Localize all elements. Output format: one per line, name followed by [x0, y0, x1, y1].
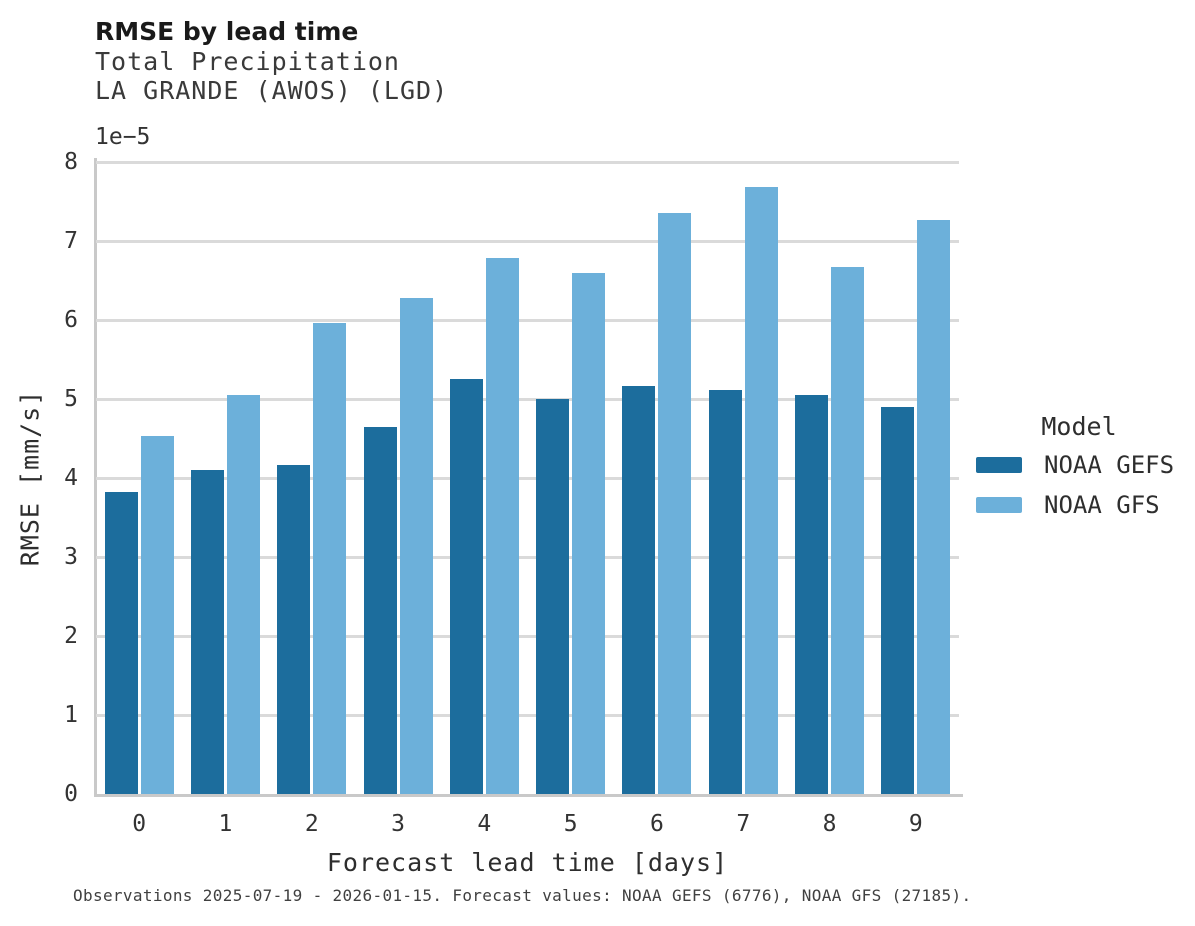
- gridline-y-4: [96, 476, 959, 480]
- bar-noaa-gefs-lead-3: [363, 427, 397, 794]
- x-tick-label-4: 4: [477, 811, 492, 837]
- bar-noaa-gefs-lead-7: [708, 389, 742, 794]
- legend-title: Model: [1041, 412, 1117, 441]
- legend: Model NOAA GEFS NOAA GFS: [976, 413, 1182, 532]
- gridline-y-5: [96, 397, 959, 401]
- chart-title: RMSE by lead time: [95, 17, 359, 46]
- legend-entry-noaa-gfs: NOAA GFS: [976, 492, 1182, 518]
- gridline-y-7: [96, 239, 959, 243]
- footer-caption: Observations 2025-07-19 - 2026-01-15. Fo…: [73, 886, 972, 905]
- bar-noaa-gefs-lead-6: [622, 385, 656, 794]
- x-tick-label-5: 5: [563, 811, 578, 837]
- gridline-y-6: [96, 318, 959, 322]
- y-tick-label-1: 1: [64, 702, 78, 728]
- bar-noaa-gfs-lead-8: [831, 267, 865, 794]
- legend-entry-noaa-gefs: NOAA GEFS: [976, 452, 1182, 478]
- bar-noaa-gefs-lead-2: [277, 465, 311, 794]
- gridline-y-2: [96, 634, 959, 638]
- bar-noaa-gfs-lead-2: [313, 323, 347, 794]
- gridline-y-3: [96, 555, 959, 559]
- bar-noaa-gfs-lead-9: [917, 220, 951, 794]
- x-tick-label-3: 3: [391, 811, 405, 837]
- x-tick-label-6: 6: [650, 811, 664, 837]
- y-axis-spine: [94, 158, 97, 797]
- y-tick-label-7: 7: [64, 228, 78, 254]
- y-tick-label-6: 6: [64, 307, 78, 333]
- bar-noaa-gfs-lead-6: [658, 213, 692, 794]
- x-tick-label-9: 9: [908, 811, 923, 837]
- gridline-y-8: [96, 160, 959, 164]
- chart-subtitle-variable: Total Precipitation: [95, 47, 400, 76]
- bar-noaa-gfs-lead-3: [399, 297, 433, 794]
- y-axis-offset-text: 1e−5: [95, 124, 151, 150]
- chart-subtitle-station: LA GRANDE (AWOS) (LGD): [95, 76, 449, 105]
- legend-label: NOAA GFS: [1044, 491, 1160, 519]
- x-tick-label-8: 8: [822, 811, 837, 837]
- y-axis-label: RMSE [mm/s]: [15, 389, 45, 567]
- y-tick-label-8: 8: [64, 149, 78, 175]
- x-tick-label-1: 1: [218, 811, 233, 837]
- bar-noaa-gefs-lead-8: [795, 395, 829, 794]
- x-tick-label-0: 0: [132, 811, 147, 837]
- bar-noaa-gefs-lead-4: [449, 379, 483, 794]
- bar-noaa-gefs-lead-1: [190, 470, 224, 794]
- legend-swatch-icon: [976, 497, 1022, 513]
- bar-noaa-gfs-lead-1: [226, 395, 260, 794]
- x-axis-label: Forecast lead time [days]: [326, 848, 729, 877]
- x-axis-spine: [94, 794, 963, 797]
- y-tick-label-3: 3: [64, 544, 78, 570]
- gridline-y-1: [96, 713, 959, 717]
- legend-entries: NOAA GEFS NOAA GFS: [976, 452, 1182, 518]
- chart-header: RMSE by lead time Total Precipitation LA…: [95, 16, 448, 105]
- bar-noaa-gfs-lead-4: [485, 258, 519, 794]
- y-tick-label-5: 5: [64, 386, 78, 412]
- bar-noaa-gfs-lead-0: [140, 436, 174, 794]
- legend-swatch-icon: [976, 457, 1022, 473]
- bar-noaa-gefs-lead-9: [881, 406, 915, 794]
- legend-label: NOAA GEFS: [1044, 451, 1175, 479]
- plot-area: [96, 160, 959, 794]
- y-tick-label-4: 4: [64, 465, 78, 491]
- y-tick-label-0: 0: [64, 781, 78, 807]
- x-tick-label-7: 7: [736, 811, 751, 837]
- x-tick-label-2: 2: [304, 811, 319, 837]
- bar-noaa-gefs-lead-0: [104, 492, 138, 794]
- bar-noaa-gfs-lead-7: [744, 187, 778, 794]
- y-tick-label-2: 2: [64, 623, 78, 649]
- bar-noaa-gfs-lead-5: [572, 273, 606, 794]
- bar-noaa-gefs-lead-5: [536, 399, 570, 794]
